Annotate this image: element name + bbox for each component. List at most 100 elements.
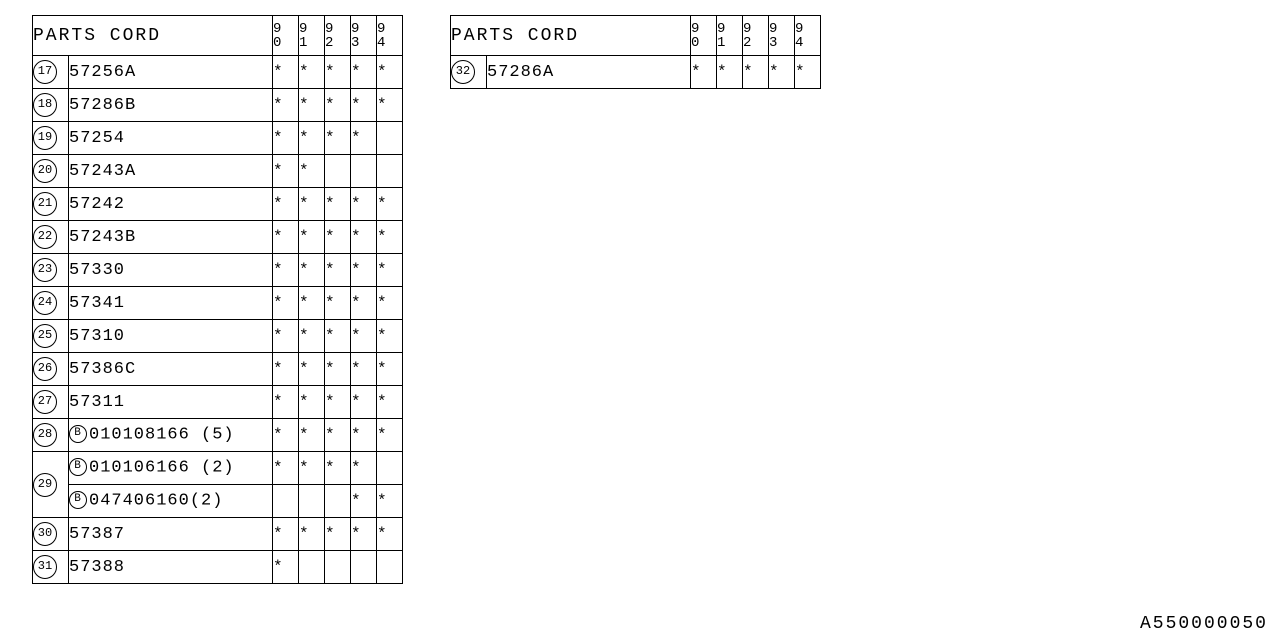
- row-index-cell: 32: [451, 56, 487, 89]
- year-mark-1: *: [299, 155, 325, 188]
- year-mark-4: *: [377, 56, 403, 89]
- year-mark-3: *: [351, 452, 377, 485]
- row-index-badge: 32: [451, 60, 475, 84]
- table-row: 3257286A*****: [451, 56, 821, 89]
- row-index-badge: 31: [33, 555, 57, 579]
- year-mark-0: *: [273, 221, 299, 254]
- part-number: 57311: [69, 393, 125, 412]
- year-mark-4: *: [377, 419, 403, 452]
- table-row: 2657386C*****: [33, 353, 403, 386]
- table-row: 29B010106166 (2)****: [33, 452, 403, 485]
- table-row: 1857286B*****: [33, 89, 403, 122]
- page: PARTS CORD90919293941757256A*****1857286…: [0, 0, 1280, 640]
- row-index-badge: 26: [33, 357, 57, 381]
- year-mark-1: *: [299, 89, 325, 122]
- year-mark-0: [273, 485, 299, 518]
- year-mark-2: [325, 551, 351, 584]
- year-mark-1: [299, 485, 325, 518]
- part-number: 57386C: [69, 360, 136, 379]
- year-mark-4: [377, 452, 403, 485]
- year-mark-0: *: [273, 452, 299, 485]
- year-mark-1: *: [299, 221, 325, 254]
- year-mark-4: *: [377, 89, 403, 122]
- year-mark-0: *: [273, 386, 299, 419]
- year-mark-3: *: [351, 287, 377, 320]
- year-mark-3: *: [351, 188, 377, 221]
- year-mark-4: *: [377, 188, 403, 221]
- row-index-cell: 25: [33, 320, 69, 353]
- header-year-4: 94: [377, 16, 403, 56]
- part-number-cell: 57286B: [69, 89, 273, 122]
- year-mark-2: *: [325, 56, 351, 89]
- part-number: 57243B: [69, 228, 136, 247]
- year-mark-3: [351, 155, 377, 188]
- part-number: 57286A: [487, 63, 554, 82]
- part-number-cell: 57386C: [69, 353, 273, 386]
- year-mark-0: *: [273, 419, 299, 452]
- header-year-2: 92: [325, 16, 351, 56]
- header-parts-cord: PARTS CORD: [33, 16, 273, 56]
- table-row: 2757311*****: [33, 386, 403, 419]
- year-mark-0: *: [273, 89, 299, 122]
- part-number-cell: 57388: [69, 551, 273, 584]
- row-index-cell: 24: [33, 287, 69, 320]
- part-number-cell: 57256A: [69, 56, 273, 89]
- table-row: 2257243B*****: [33, 221, 403, 254]
- table-row: 2157242*****: [33, 188, 403, 221]
- part-number: 57286B: [69, 96, 136, 115]
- part-number: 57387: [69, 525, 125, 544]
- table-row: 1757256A*****: [33, 56, 403, 89]
- part-number: 57388: [69, 558, 125, 577]
- row-index-cell: 30: [33, 518, 69, 551]
- part-number-cell: 57242: [69, 188, 273, 221]
- year-mark-0: *: [273, 56, 299, 89]
- table-row: 3157388*: [33, 551, 403, 584]
- table-row: B047406160(2)**: [33, 485, 403, 518]
- year-mark-1: *: [299, 320, 325, 353]
- prefix-badge: B: [69, 491, 87, 509]
- year-mark-2: *: [743, 56, 769, 89]
- year-mark-4: *: [377, 518, 403, 551]
- year-mark-3: *: [351, 353, 377, 386]
- year-mark-1: *: [299, 122, 325, 155]
- parts-table-left: PARTS CORD90919293941757256A*****1857286…: [32, 15, 403, 584]
- part-number: 57330: [69, 261, 125, 280]
- row-index-cell: 22: [33, 221, 69, 254]
- header-year-1: 91: [717, 16, 743, 56]
- row-index-badge: 25: [33, 324, 57, 348]
- year-mark-3: *: [351, 89, 377, 122]
- row-index-cell: 19: [33, 122, 69, 155]
- year-mark-4: *: [377, 254, 403, 287]
- year-mark-3: *: [351, 221, 377, 254]
- year-mark-1: [299, 551, 325, 584]
- row-index-badge: 22: [33, 225, 57, 249]
- header-year-0: 90: [691, 16, 717, 56]
- year-mark-2: *: [325, 89, 351, 122]
- year-mark-3: *: [351, 386, 377, 419]
- part-number-cell: B047406160(2): [69, 485, 273, 518]
- table-row: 2057243A**: [33, 155, 403, 188]
- row-index-badge: 20: [33, 159, 57, 183]
- row-index-badge: 28: [33, 423, 57, 447]
- header-year-0: 90: [273, 16, 299, 56]
- header-year-3: 93: [351, 16, 377, 56]
- year-mark-1: *: [299, 254, 325, 287]
- header-year-2: 92: [743, 16, 769, 56]
- part-number: 57243A: [69, 162, 136, 181]
- row-index-cell: 29: [33, 452, 69, 518]
- year-mark-1: *: [299, 452, 325, 485]
- year-mark-3: *: [351, 419, 377, 452]
- year-mark-0: *: [273, 254, 299, 287]
- row-index-badge: 21: [33, 192, 57, 216]
- year-mark-2: *: [325, 518, 351, 551]
- year-mark-4: *: [377, 386, 403, 419]
- year-mark-1: *: [299, 353, 325, 386]
- document-code: A550000050: [1140, 614, 1268, 634]
- year-mark-2: [325, 155, 351, 188]
- table-row: 28B010108166 (5)*****: [33, 419, 403, 452]
- year-mark-4: *: [377, 485, 403, 518]
- row-index-badge: 27: [33, 390, 57, 414]
- part-number-cell: 57341: [69, 287, 273, 320]
- row-index-cell: 21: [33, 188, 69, 221]
- year-mark-0: *: [273, 353, 299, 386]
